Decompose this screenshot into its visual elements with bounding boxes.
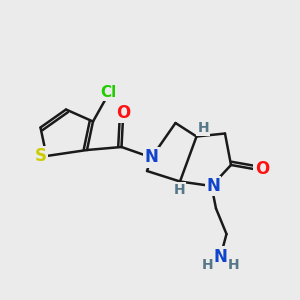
Text: H: H (227, 258, 239, 272)
Text: H: H (174, 184, 185, 197)
Text: N: N (214, 248, 227, 266)
Text: S: S (35, 147, 47, 165)
Text: Cl: Cl (100, 85, 116, 100)
Text: H: H (197, 121, 209, 135)
Text: H: H (202, 258, 214, 272)
Text: O: O (116, 104, 130, 122)
Text: O: O (255, 160, 269, 178)
Text: N: N (145, 148, 158, 166)
Text: N: N (206, 177, 220, 195)
